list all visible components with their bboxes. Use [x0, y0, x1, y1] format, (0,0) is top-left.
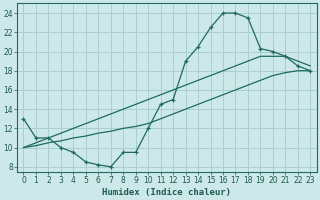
X-axis label: Humidex (Indice chaleur): Humidex (Indice chaleur)	[102, 188, 231, 197]
